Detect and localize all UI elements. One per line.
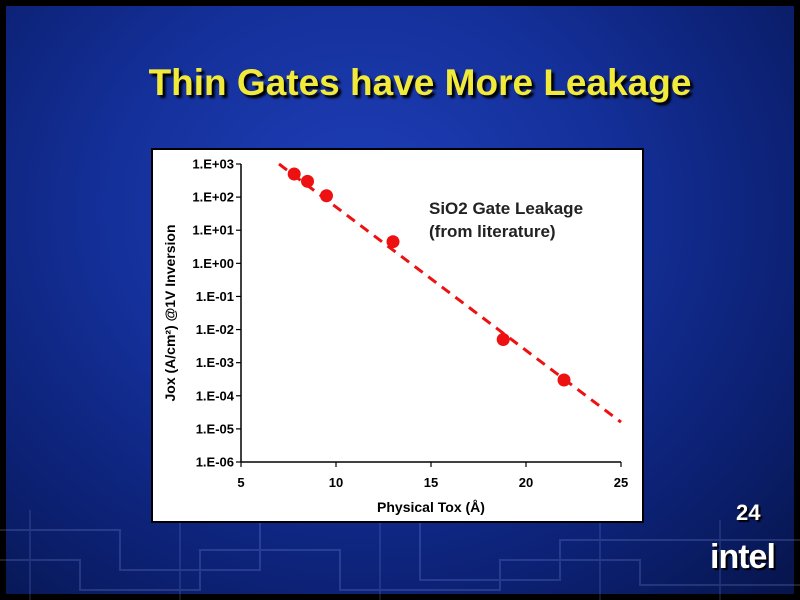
x-tick-label: 5 — [237, 475, 244, 490]
data-point — [557, 373, 571, 387]
intel-logo: intel — [710, 538, 776, 576]
y-tick-label: 1.E-01 — [196, 289, 234, 304]
frame-bottom — [0, 594, 800, 600]
y-tick-label: 1.E+00 — [192, 256, 234, 271]
chart-panel: 1.E+03 1.E+02 1.E+01 1.E+00 1.E-01 1.E-02 1.E-… — [151, 148, 644, 523]
y-tick-label: 1.E+02 — [192, 190, 234, 205]
y-tick-label: 1.E+03 — [192, 157, 234, 172]
frame-top — [0, 0, 800, 6]
slide-title: Thin Gates have More Leakage — [148, 62, 692, 103]
y-tick-label: 1.E+01 — [192, 223, 234, 238]
x-tick-label: 25 — [614, 475, 628, 490]
x-tick-label: 10 — [329, 475, 343, 490]
frame-left — [0, 0, 6, 600]
chart-annotation: SiO2 Gate Leakage — [429, 199, 583, 218]
data-point — [496, 333, 510, 347]
data-point — [287, 167, 301, 181]
data-point — [386, 235, 400, 249]
data-point — [301, 174, 314, 188]
y-tick-label: 1.E-04 — [196, 388, 235, 403]
x-axis-title: Physical Tox (Å) — [377, 499, 485, 515]
y-tick-label: 1.E-03 — [196, 355, 234, 370]
y-tick-label: 1.E-05 — [196, 421, 234, 436]
y-tick-label: 1.E-02 — [196, 322, 234, 337]
data-point — [320, 189, 333, 203]
y-tick-label: 1.E-06 — [196, 455, 234, 470]
leakage-chart: 1.E+03 1.E+02 1.E+01 1.E+00 1.E-01 1.E-02 1.E-… — [162, 157, 628, 516]
frame-right — [794, 0, 800, 600]
y-axis-title: Jox (A/cm²) @1V Inversion — [162, 224, 178, 401]
chart-annotation: (from literature) — [429, 222, 556, 241]
x-tick-label: 15 — [424, 475, 438, 490]
x-tick-label: 20 — [519, 475, 533, 490]
page-number: 24 — [736, 500, 761, 525]
